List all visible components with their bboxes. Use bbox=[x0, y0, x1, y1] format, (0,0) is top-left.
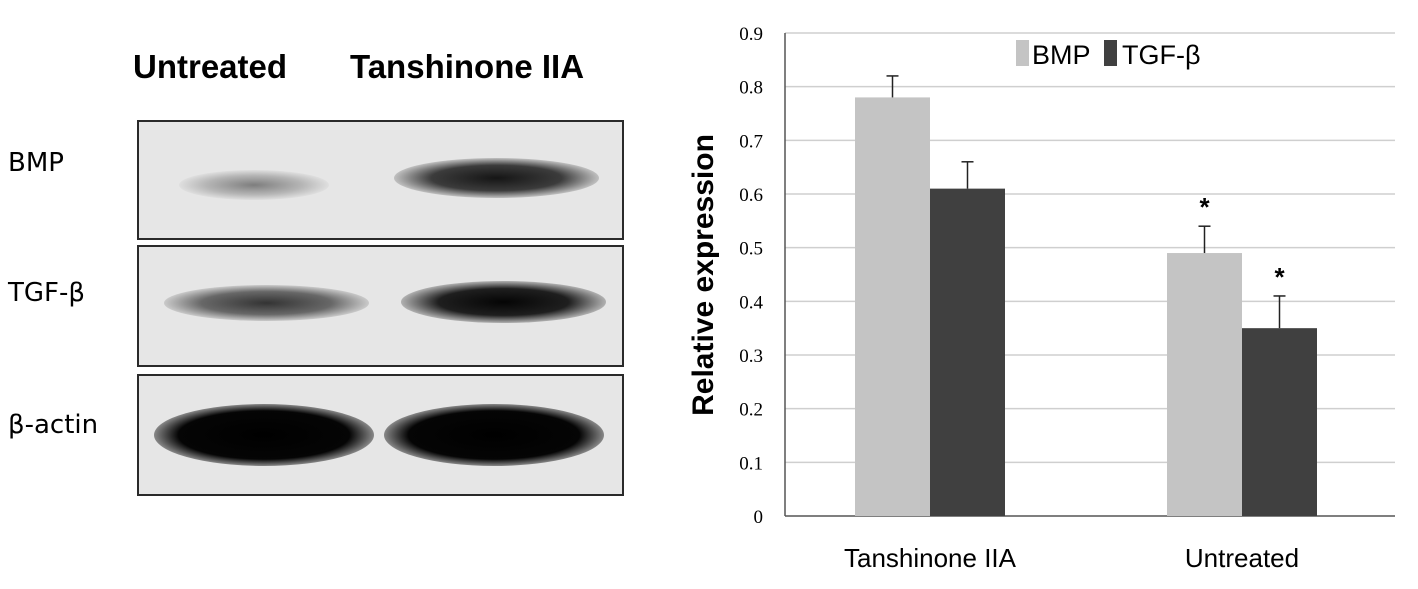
bar-chart: 0 0.1 0.2 0.3 0.4 0.5 0.6 0.7 0.8 0.9 Relative exp… bbox=[687, 24, 1395, 573]
western-blot-panel: Untreated Tanshinone IIA BMP TGF-β β-act… bbox=[0, 0, 660, 589]
blot-band-tgf-untreated bbox=[164, 285, 369, 321]
blot-row-label-tgf-beta: TGF-β bbox=[8, 278, 85, 308]
blot-band-actin-tanshinone bbox=[384, 404, 604, 466]
y-axis-title: Relative expression bbox=[687, 134, 720, 416]
blot-strip-beta-actin bbox=[137, 374, 624, 496]
legend-swatch-1 bbox=[1104, 40, 1117, 66]
x-tick-label: Tanshinone IIA bbox=[844, 543, 1017, 573]
bar-bmp-1 bbox=[1167, 253, 1242, 517]
blot-strip-tgf-beta bbox=[137, 245, 624, 367]
blot-row-label-beta-actin: β-actin bbox=[8, 410, 99, 440]
bar-tgf-0 bbox=[930, 188, 1005, 516]
bar-tgf-1 bbox=[1242, 328, 1317, 516]
y-tick-label: 0.3 bbox=[739, 346, 763, 367]
y-tick-label: 0.5 bbox=[739, 239, 763, 260]
blot-band-tgf-tanshinone bbox=[401, 281, 606, 323]
blot-band-bmp-tanshinone bbox=[394, 158, 599, 198]
blot-column-label-tanshinone: Tanshinone IIA bbox=[350, 48, 585, 85]
legend-label-1: TGF-β bbox=[1122, 40, 1201, 70]
blot-row-label-bmp: BMP bbox=[8, 148, 64, 178]
significance-marker: * bbox=[1199, 192, 1210, 222]
blot-band-bmp-untreated bbox=[179, 170, 329, 200]
y-tick-label: 0.2 bbox=[739, 400, 763, 421]
blot-strip-bmp bbox=[137, 120, 624, 240]
legend-swatch-0 bbox=[1016, 40, 1029, 66]
bar-bmp-0 bbox=[855, 97, 930, 517]
y-tick-label: 0.1 bbox=[739, 453, 763, 474]
x-tick-label: Untreated bbox=[1185, 543, 1299, 573]
y-tick-label: 0.8 bbox=[739, 78, 763, 99]
blot-column-label-untreated: Untreated bbox=[133, 48, 288, 85]
y-tick-label: 0.7 bbox=[739, 131, 763, 152]
blot-band-actin-untreated bbox=[154, 404, 374, 466]
y-tick-label: 0.9 bbox=[739, 24, 763, 45]
y-tick-label: 0 bbox=[754, 507, 764, 528]
bar-chart-panel: 0 0.1 0.2 0.3 0.4 0.5 0.6 0.7 0.8 0.9 Relative exp… bbox=[660, 0, 1418, 589]
significance-marker: * bbox=[1274, 262, 1285, 292]
y-tick-label: 0.6 bbox=[739, 185, 763, 206]
y-tick-label: 0.4 bbox=[739, 292, 763, 313]
legend-label-0: BMP bbox=[1032, 40, 1091, 70]
